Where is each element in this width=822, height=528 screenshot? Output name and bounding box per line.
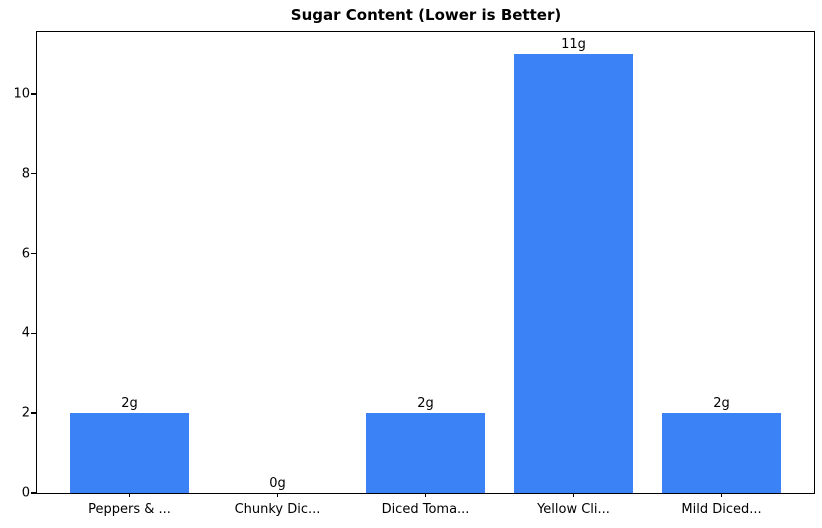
bar-value-label: 2g (713, 396, 730, 412)
x-tick-mark (276, 493, 279, 497)
bar-value-label: 11g (561, 36, 586, 52)
x-tick-mark (572, 493, 575, 497)
x-tick-label: Peppers & ... (88, 502, 171, 517)
y-tick-mark (31, 172, 36, 175)
bar-value-label: 2g (121, 396, 138, 412)
bar (514, 53, 633, 493)
y-tick-label: 6 (21, 246, 30, 262)
chart-title: Sugar Content (Lower is Better) (290, 6, 562, 24)
y-tick-mark (31, 492, 36, 494)
bar-value-label: 0g (269, 476, 286, 491)
x-tick-label: Diced Toma... (381, 502, 470, 517)
y-tick-mark (31, 252, 36, 255)
y-tick-label: 2 (21, 405, 30, 421)
bar (366, 413, 485, 493)
x-tick-label: Mild Diced... (681, 502, 762, 517)
x-tick-mark (720, 493, 723, 497)
y-tick-mark (31, 93, 36, 95)
x-tick-mark (128, 493, 131, 497)
x-tick-mark (424, 493, 427, 497)
y-tick-label: 8 (21, 166, 30, 182)
bar (70, 413, 189, 493)
x-tick-label: Yellow Cli... (537, 502, 610, 517)
x-tick-label: Chunky Dic... (234, 502, 321, 517)
y-tick-label: 10 (13, 86, 30, 102)
y-tick-mark (31, 332, 36, 335)
bar-value-label: 2g (417, 396, 434, 412)
y-tick-label: 4 (21, 325, 30, 341)
y-tick-label: 0 (21, 485, 30, 501)
bar (662, 413, 781, 493)
y-tick-mark (31, 412, 36, 414)
